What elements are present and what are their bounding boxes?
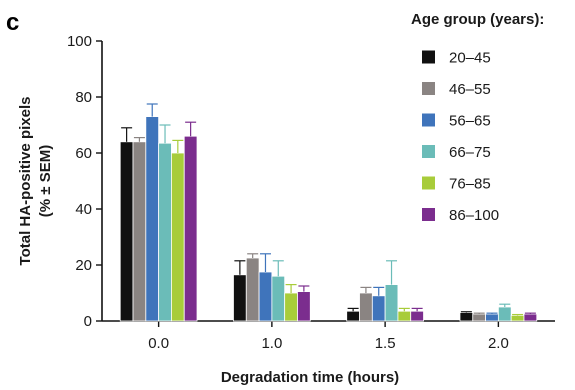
x-tick-label: 1.0	[261, 335, 282, 352]
legend: Age group (years): 20–45 46–55 56–65 66–75 7…	[411, 11, 544, 224]
legend-label: 20–45	[449, 50, 491, 67]
bar	[284, 292, 298, 322]
bar	[459, 312, 474, 322]
legend-swatch	[422, 145, 435, 158]
bar	[397, 310, 412, 322]
bar	[410, 310, 424, 322]
legend-swatch	[422, 176, 435, 190]
bar	[346, 310, 360, 322]
legend-title: Age group (years):	[411, 11, 544, 28]
y-tick-label: 40	[75, 201, 92, 218]
legend-swatch	[422, 82, 435, 95]
y-axis-title: Total HA-positive pixels (% ± SEM)	[17, 97, 54, 266]
y-tick-label: 20	[75, 257, 92, 274]
axes: 0 20 40 60 80 100 0.0 1.0 1.5 2.0	[67, 33, 555, 352]
bar	[384, 284, 399, 322]
legend-swatch	[422, 50, 435, 64]
bar	[258, 271, 273, 322]
x-tick-label: 0.0	[148, 335, 169, 352]
bar	[245, 257, 260, 322]
bar	[158, 142, 172, 322]
y-tick-label: 60	[75, 145, 92, 162]
bar	[510, 314, 525, 322]
bar	[119, 141, 134, 322]
bar	[371, 295, 386, 322]
x-tick-label: 1.5	[375, 335, 396, 352]
bar	[271, 275, 286, 322]
legend-label: 66–75	[449, 144, 491, 161]
bar	[132, 141, 147, 322]
bar	[171, 152, 185, 322]
bars	[119, 103, 538, 322]
y-axis-title-line-1: Total HA-positive pixels	[17, 97, 34, 266]
y-tick-label: 80	[75, 89, 92, 106]
bar	[359, 292, 373, 322]
legend-label: 46–55	[449, 81, 491, 98]
panel-label: c	[6, 9, 19, 36]
bar	[297, 291, 311, 322]
bar	[233, 274, 247, 322]
legend-swatch	[422, 208, 435, 221]
x-tick-label: 2.0	[488, 335, 509, 352]
bar	[523, 313, 538, 322]
bar	[145, 116, 160, 322]
y-tick-label: 0	[84, 313, 92, 330]
bar	[472, 313, 486, 322]
legend-swatch	[422, 113, 435, 127]
bar	[183, 135, 198, 322]
bar	[485, 313, 499, 322]
bar	[497, 306, 512, 322]
y-tick-label: 100	[67, 33, 92, 50]
x-axis-title: Degradation time (hours)	[221, 369, 399, 386]
legend-label: 76–85	[449, 176, 491, 193]
legend-label: 86–100	[449, 207, 499, 224]
y-axis-title-line-2: (% ± SEM)	[37, 145, 54, 217]
legend-label: 56–65	[449, 113, 491, 130]
